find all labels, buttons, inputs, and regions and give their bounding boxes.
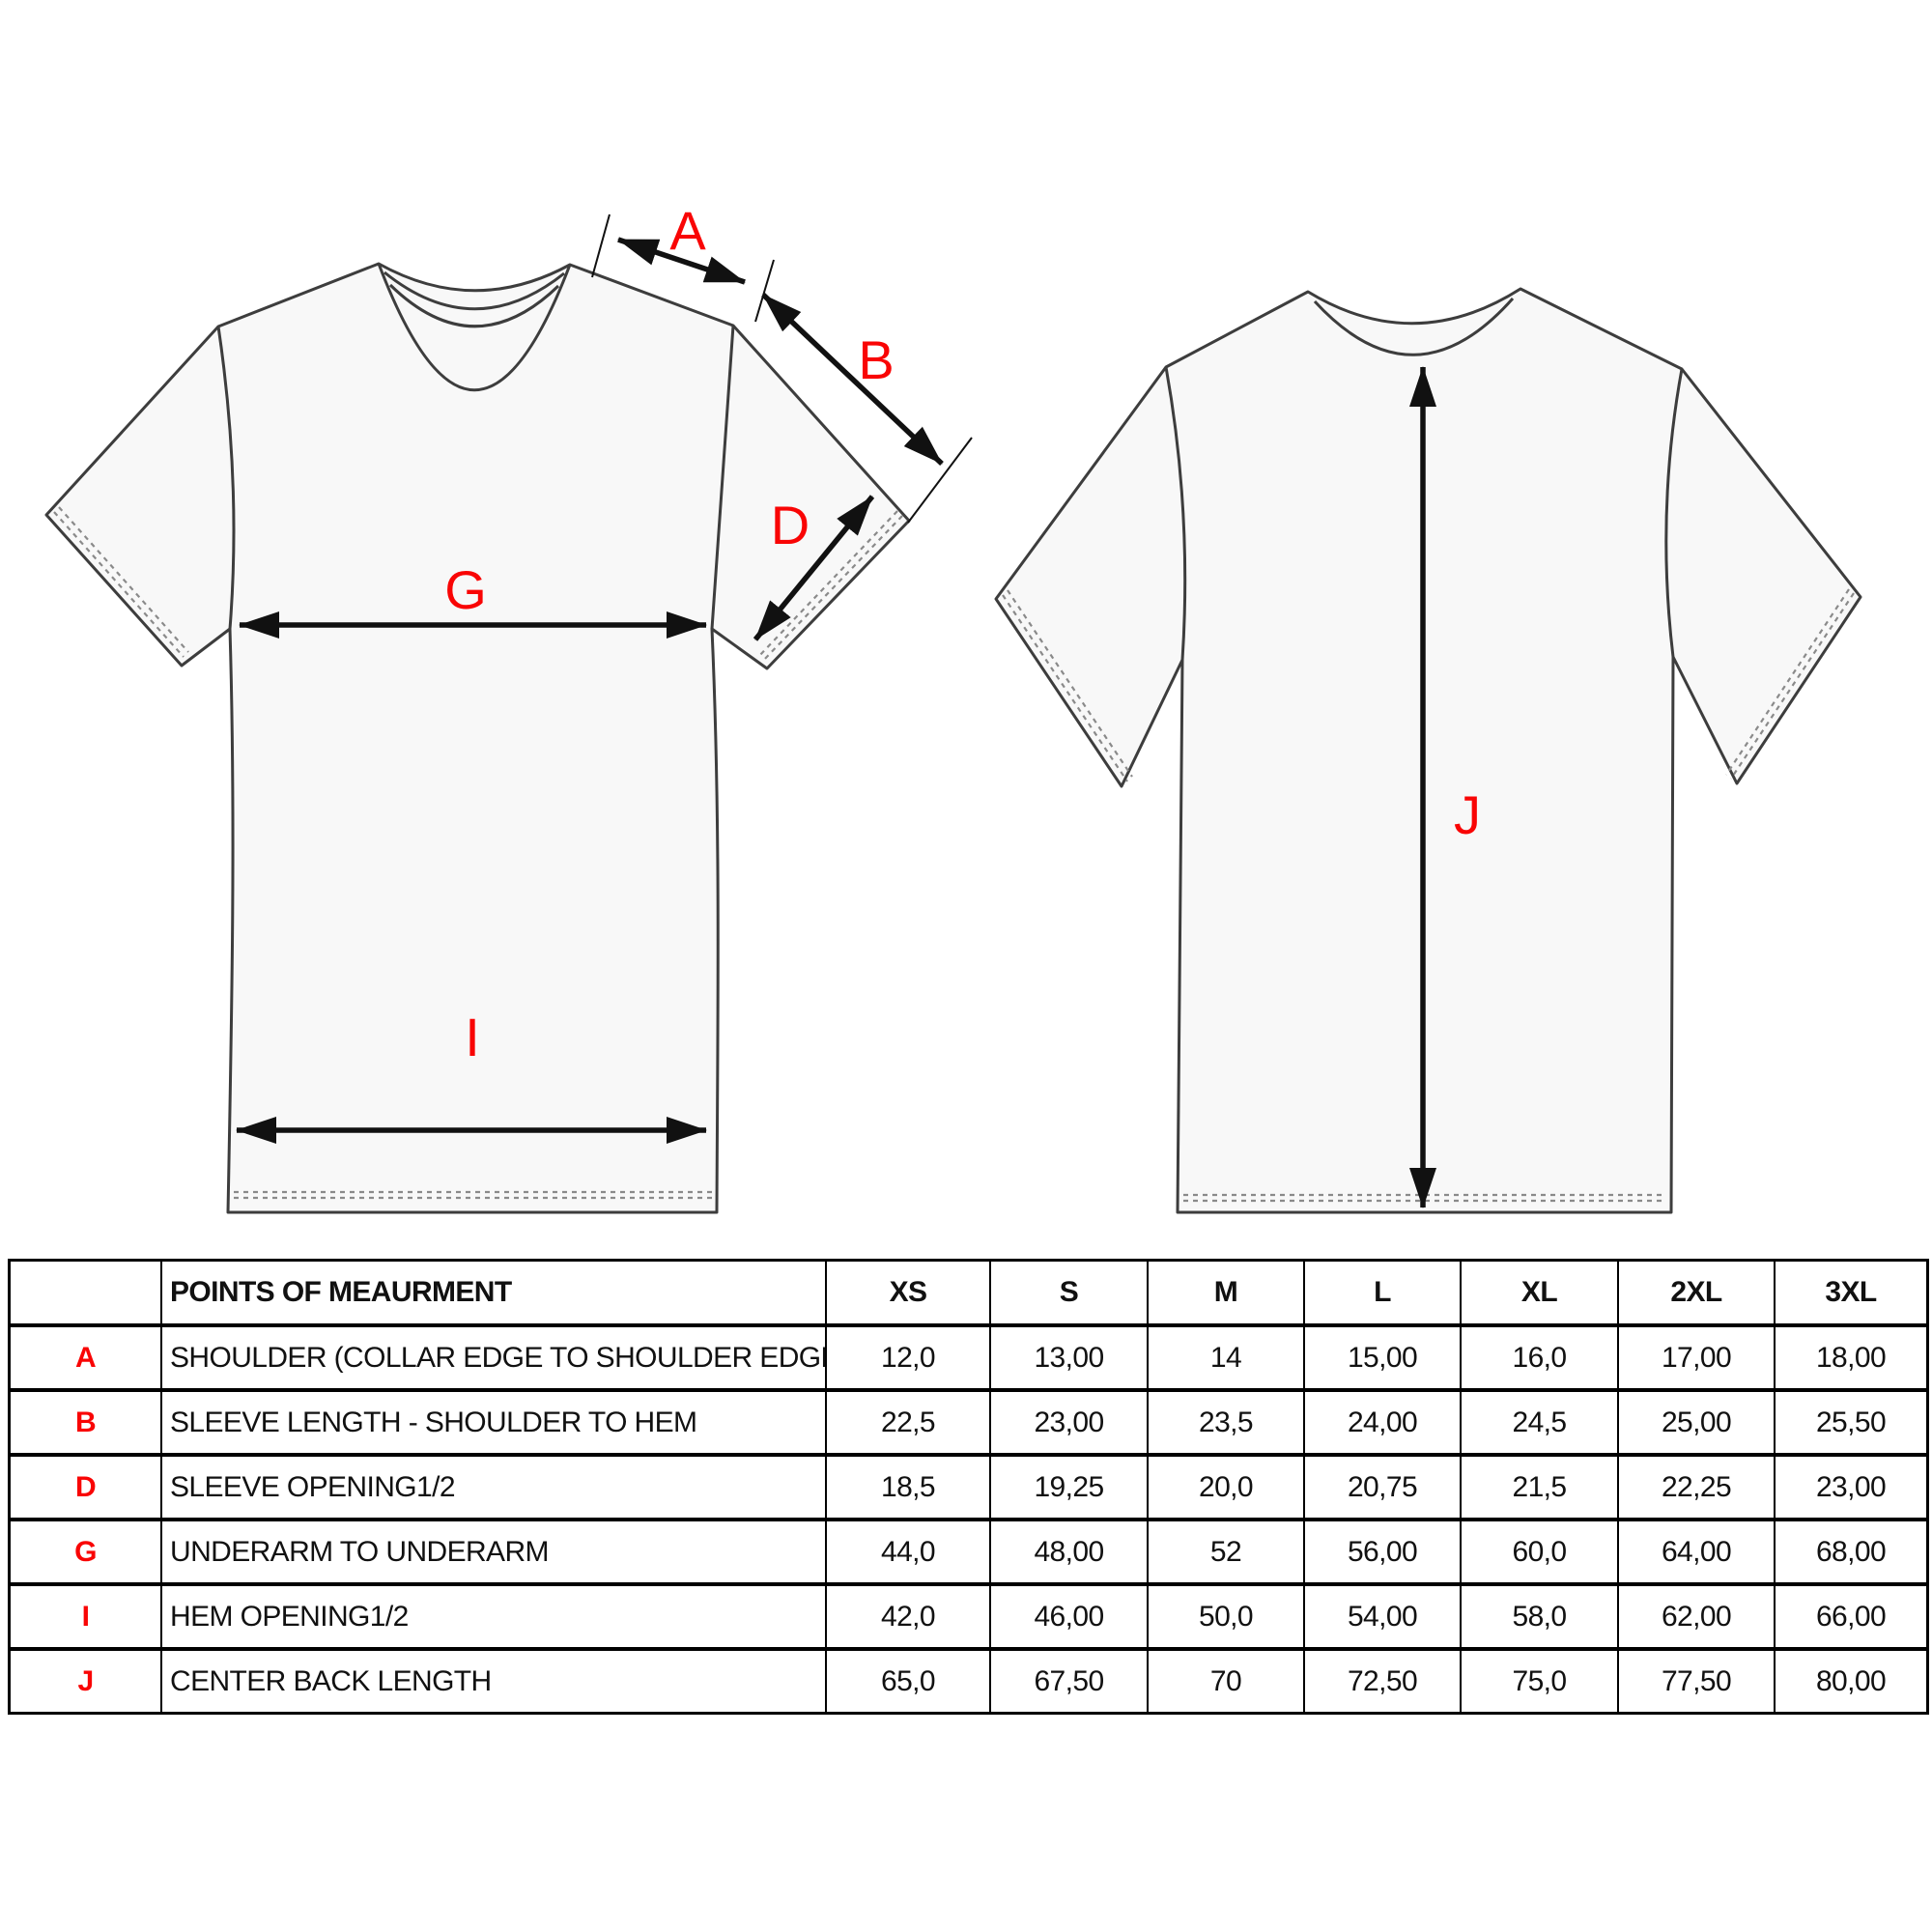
points-of-measurement-header: POINTS OF MEAURMENT bbox=[162, 1262, 825, 1323]
value-cell: 23,5 bbox=[1149, 1392, 1303, 1453]
tshirt-back-armhole-seams bbox=[1164, 366, 1684, 661]
arrow-D-sleeve-opening bbox=[753, 495, 875, 641]
tshirt-back-collar-curve bbox=[1313, 298, 1515, 356]
dimension-arrows bbox=[236, 237, 1436, 1208]
value-cell: 23,00 bbox=[991, 1392, 1147, 1453]
arrow-B-sleeve-length bbox=[761, 293, 944, 466]
size-header-s: S bbox=[991, 1262, 1147, 1323]
label-I: I bbox=[465, 1007, 480, 1067]
value-cell: 65,0 bbox=[827, 1651, 989, 1712]
row-letter: B bbox=[11, 1392, 160, 1453]
value-cell: 52 bbox=[1149, 1521, 1303, 1582]
value-cell: 23,00 bbox=[1776, 1457, 1926, 1518]
label-G: G bbox=[444, 559, 487, 620]
label-D: D bbox=[771, 495, 810, 555]
value-cell: 21,5 bbox=[1462, 1457, 1617, 1518]
size-chart-table: POINTS OF MEAURMENT XS S M L XL 2XL 3XL … bbox=[8, 1259, 1929, 1715]
value-cell: 66,00 bbox=[1776, 1586, 1926, 1647]
extension-tick-lines bbox=[591, 213, 973, 524]
value-cell: 18,00 bbox=[1776, 1327, 1926, 1388]
row-label: SLEEVE OPENING1/2 bbox=[162, 1457, 825, 1518]
value-cell: 44,0 bbox=[827, 1521, 989, 1582]
value-cell: 67,50 bbox=[991, 1651, 1147, 1712]
arrow-A-shoulder bbox=[617, 237, 746, 285]
value-cell: 25,00 bbox=[1619, 1392, 1774, 1453]
value-cell: 80,00 bbox=[1776, 1651, 1926, 1712]
size-header-l: L bbox=[1305, 1262, 1460, 1323]
value-cell: 50,0 bbox=[1149, 1586, 1303, 1647]
size-header-xs: XS bbox=[827, 1262, 989, 1323]
tshirt-back-outline bbox=[994, 287, 1862, 1214]
row-label: UNDERARM TO UNDERARM bbox=[162, 1521, 825, 1582]
tshirt-front-drawing bbox=[44, 262, 911, 1214]
value-cell: 13,00 bbox=[991, 1327, 1147, 1388]
value-cell: 64,00 bbox=[1619, 1521, 1774, 1582]
value-cell: 20,0 bbox=[1149, 1457, 1303, 1518]
value-cell: 22,5 bbox=[827, 1392, 989, 1453]
value-cell: 24,00 bbox=[1305, 1392, 1460, 1453]
tshirt-front-armhole-seams bbox=[216, 325, 735, 630]
value-cell: 25,50 bbox=[1776, 1392, 1926, 1453]
row-letter: A bbox=[11, 1327, 160, 1388]
row-letter: G bbox=[11, 1521, 160, 1582]
value-cell: 68,00 bbox=[1776, 1521, 1926, 1582]
measurement-diagram: A B D G I J bbox=[44, 200, 1862, 1214]
value-cell: 60,0 bbox=[1462, 1521, 1617, 1582]
tshirt-back-drawing bbox=[994, 287, 1862, 1214]
tshirt-front-collar-curves bbox=[377, 263, 572, 391]
row-label: HEM OPENING1/2 bbox=[162, 1586, 825, 1647]
row-label: CENTER BACK LENGTH bbox=[162, 1651, 825, 1712]
label-A: A bbox=[669, 200, 706, 261]
value-cell: 42,0 bbox=[827, 1586, 989, 1647]
row-label: SLEEVE LENGTH - SHOULDER TO HEM bbox=[162, 1392, 825, 1453]
value-cell: 19,25 bbox=[991, 1457, 1147, 1518]
value-cell: 72,50 bbox=[1305, 1651, 1460, 1712]
value-cell: 24,5 bbox=[1462, 1392, 1617, 1453]
value-cell: 56,00 bbox=[1305, 1521, 1460, 1582]
value-cell: 15,00 bbox=[1305, 1327, 1460, 1388]
label-J: J bbox=[1454, 784, 1481, 845]
row-letter: D bbox=[11, 1457, 160, 1518]
value-cell: 62,00 bbox=[1619, 1586, 1774, 1647]
value-cell: 16,0 bbox=[1462, 1327, 1617, 1388]
value-cell: 18,5 bbox=[827, 1457, 989, 1518]
corner-cell bbox=[11, 1262, 160, 1323]
value-cell: 54,00 bbox=[1305, 1586, 1460, 1647]
label-B: B bbox=[858, 329, 894, 390]
size-header-xl: XL bbox=[1462, 1262, 1617, 1323]
value-cell: 22,25 bbox=[1619, 1457, 1774, 1518]
row-label: SHOULDER (COLLAR EDGE TO SHOULDER EDGE) bbox=[162, 1327, 825, 1388]
size-header-3xl: 3XL bbox=[1776, 1262, 1926, 1323]
value-cell: 75,0 bbox=[1462, 1651, 1617, 1712]
value-cell: 14 bbox=[1149, 1327, 1303, 1388]
value-cell: 12,0 bbox=[827, 1327, 989, 1388]
value-cell: 77,50 bbox=[1619, 1651, 1774, 1712]
value-cell: 17,00 bbox=[1619, 1327, 1774, 1388]
value-cell: 70 bbox=[1149, 1651, 1303, 1712]
value-cell: 58,0 bbox=[1462, 1586, 1617, 1647]
row-letter: I bbox=[11, 1586, 160, 1647]
value-cell: 48,00 bbox=[991, 1521, 1147, 1582]
value-cell: 20,75 bbox=[1305, 1457, 1460, 1518]
value-cell: 46,00 bbox=[991, 1586, 1147, 1647]
row-letter: J bbox=[11, 1651, 160, 1712]
size-header-2xl: 2XL bbox=[1619, 1262, 1774, 1323]
size-header-m: M bbox=[1149, 1262, 1303, 1323]
tshirt-front-outline bbox=[44, 262, 911, 1214]
